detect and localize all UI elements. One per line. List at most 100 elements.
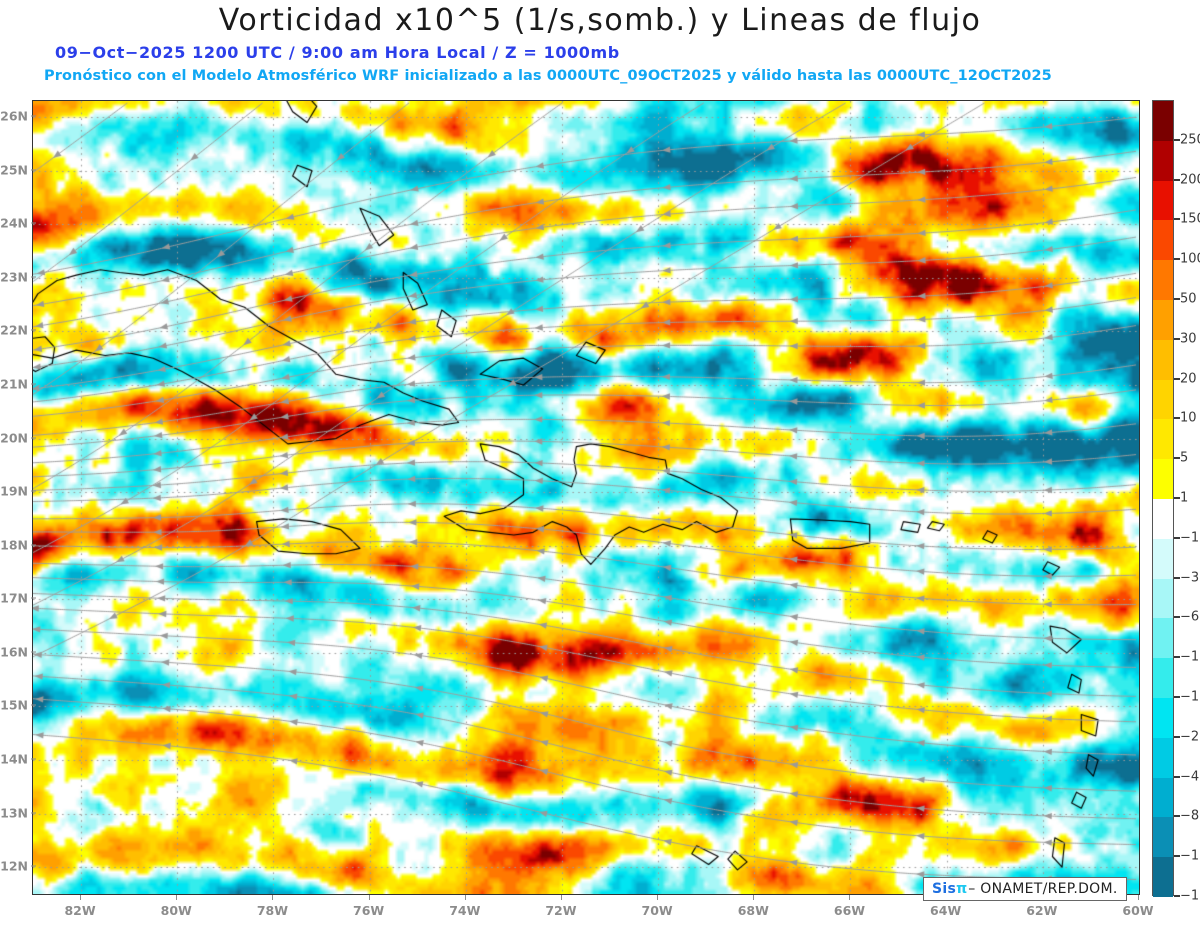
- y-axis-label: 15N: [0, 697, 28, 713]
- colorbar-band: [1153, 538, 1173, 579]
- x-axis-label: 82W: [64, 903, 96, 918]
- y-axis-tick: [31, 115, 36, 117]
- colorbar-tick-label: −42: [1180, 769, 1200, 785]
- x-axis-label: 64W: [930, 903, 962, 918]
- colorbar-band: [1153, 101, 1173, 141]
- x-axis-tick: [657, 895, 659, 900]
- colorbar-tick-mark: [1174, 895, 1180, 897]
- y-axis-label: 25N: [0, 162, 28, 178]
- y-axis-tick: [31, 758, 36, 760]
- colorbar-tick-label: 5: [1180, 450, 1189, 466]
- x-axis-label: 60W: [1122, 903, 1154, 918]
- colorbar-tick-mark: [1174, 457, 1180, 460]
- y-axis-tick: [31, 651, 36, 653]
- y-axis-label: 16N: [0, 644, 28, 660]
- attribution-agency-text: – ONAMET/REP.DOM.: [968, 881, 1118, 897]
- brand-pi-text: π: [956, 881, 967, 897]
- y-axis-label: 23N: [0, 269, 28, 285]
- colorbar-tick-mark: [1174, 258, 1180, 261]
- x-axis-label: 68W: [737, 903, 769, 918]
- colorbar-tick-mark: [1174, 815, 1180, 818]
- y-axis-label: 22N: [0, 322, 28, 338]
- colorbar-band: [1153, 260, 1173, 300]
- x-axis-label: 72W: [545, 903, 577, 918]
- x-axis-tick: [368, 895, 370, 900]
- colorbar-tick-label: −1: [1180, 530, 1200, 546]
- y-axis-tick: [31, 437, 36, 439]
- x-axis-tick: [560, 895, 562, 900]
- x-axis-label: 76W: [353, 903, 385, 918]
- y-axis-tick: [31, 169, 36, 171]
- colorbar-band: [1153, 857, 1173, 897]
- vorticity-shading-canvas: [33, 101, 1139, 894]
- y-axis-label: 20N: [0, 430, 28, 446]
- y-axis-label: 21N: [0, 376, 28, 392]
- colorbar-tick-label: −26: [1180, 729, 1200, 745]
- colorbar-tick-label: −120: [1180, 848, 1200, 864]
- chart-subtitle: 09−Oct−2025 1200 UTC / 9:00 am Hora Loca…: [55, 43, 620, 62]
- y-axis-tick: [31, 222, 36, 224]
- colorbar-tick-mark: [1174, 337, 1180, 340]
- y-axis-label: 13N: [0, 805, 28, 821]
- colorbar-tick-mark: [1174, 536, 1180, 539]
- y-axis-label: 26N: [0, 108, 28, 124]
- colorbar-tick-mark: [1174, 576, 1180, 579]
- y-axis-tick: [31, 490, 36, 492]
- colorbar-tick-mark: [1174, 616, 1180, 619]
- y-axis-tick: [31, 544, 36, 546]
- colorbar-tick-label: −3: [1180, 570, 1200, 586]
- colorbar-tick-mark: [1174, 138, 1180, 141]
- colorbar-band: [1153, 737, 1173, 778]
- colorbar-band: [1153, 697, 1173, 738]
- colorbar-tick-label: 150: [1180, 211, 1200, 227]
- y-axis-tick: [31, 276, 36, 278]
- y-axis-label: 17N: [0, 590, 28, 606]
- colorbar-tick-mark: [1174, 497, 1180, 499]
- colorbar-tick-label: −12: [1180, 649, 1200, 665]
- y-axis-tick: [31, 597, 36, 599]
- colorbar-band: [1153, 498, 1173, 539]
- y-axis-tick: [31, 329, 36, 331]
- colorbar-tick-label: 1: [1180, 490, 1189, 506]
- colorbar-tick-label: 50: [1180, 291, 1197, 307]
- brand-sis-text: Sis: [932, 881, 957, 897]
- y-axis-tick: [31, 383, 36, 385]
- x-axis-tick: [753, 895, 755, 900]
- colorbar-tick-label: −18: [1180, 689, 1200, 705]
- y-axis-tick: [31, 865, 36, 867]
- colorbar-tick-mark: [1174, 656, 1180, 659]
- colorbar-tick-label: −6: [1180, 609, 1200, 625]
- colorbar-band: [1153, 379, 1173, 420]
- y-axis-tick: [31, 812, 36, 814]
- x-axis-label: 66W: [833, 903, 866, 918]
- colorbar-tick-label: 100: [1180, 251, 1200, 267]
- colorbar-tick-mark: [1174, 696, 1180, 698]
- colorbar-band: [1153, 339, 1173, 380]
- colorbar-tick-mark: [1174, 298, 1180, 300]
- colorbar-band: [1153, 140, 1173, 181]
- colorbar-band: [1153, 180, 1173, 221]
- x-axis-tick: [1138, 895, 1139, 900]
- x-axis-tick: [80, 895, 82, 900]
- x-axis-label: 62W: [1026, 903, 1058, 918]
- x-axis-tick: [849, 895, 851, 900]
- colorbar-band: [1153, 220, 1173, 261]
- y-axis-label: 24N: [0, 215, 28, 231]
- colorbar-tick-label: 30: [1180, 331, 1197, 347]
- colorbar-tick-label: 10: [1180, 410, 1197, 426]
- x-axis-tick: [176, 895, 178, 900]
- colorbar-band: [1153, 777, 1173, 818]
- colorbar-band: [1153, 419, 1173, 460]
- colorbar-tick-mark: [1174, 855, 1180, 858]
- colorbar-tick-mark: [1174, 178, 1180, 181]
- colorbar-tick-mark: [1174, 775, 1180, 778]
- colorbar-band: [1153, 578, 1173, 619]
- title-block: Vorticidad x10^5 (1/s,somb.) y Lineas de…: [0, 0, 1200, 95]
- y-axis-tick: [31, 704, 36, 706]
- colorbar-tick-label: 20: [1180, 371, 1197, 387]
- colorbar-tick-mark: [1174, 417, 1180, 420]
- colorbar-tick-label: 250: [1180, 132, 1200, 148]
- colorbar-tick-label: −80: [1180, 808, 1200, 824]
- y-axis-label: 19N: [0, 483, 28, 499]
- x-axis-label: 80W: [160, 903, 192, 918]
